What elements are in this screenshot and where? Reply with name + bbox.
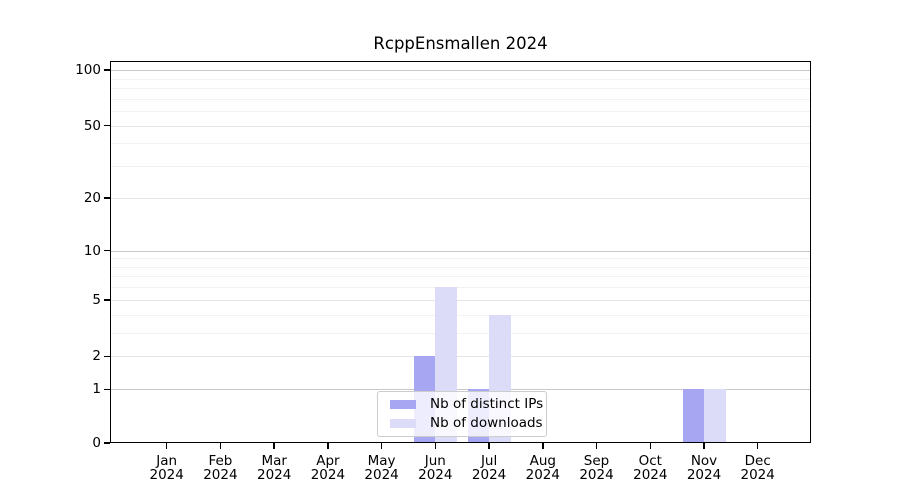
x-tick-label: May 2024 — [350, 454, 414, 482]
y-gridline — [110, 356, 811, 358]
x-tick — [380, 443, 383, 449]
y-tick-label: 0 — [92, 435, 101, 451]
bar-downloads — [704, 389, 726, 443]
x-tick — [649, 443, 652, 449]
x-tick-label: Oct 2024 — [618, 454, 682, 482]
x-tick — [219, 443, 222, 449]
chart-title: RcppEnsmallen 2024 — [373, 34, 548, 53]
x-tick-label-month: Dec — [744, 453, 771, 469]
legend-row: Nb of distinct IPs — [390, 395, 546, 412]
y-gridline — [110, 389, 811, 391]
y-gridline-minor — [110, 98, 811, 100]
x-tick-label-year: 2024 — [471, 467, 507, 483]
x-tick-label-year: 2024 — [686, 467, 722, 483]
x-tick-label-year: 2024 — [149, 467, 184, 483]
x-tick-label-year: 2024 — [525, 467, 560, 483]
y-tick — [104, 197, 110, 199]
y-tick — [104, 124, 110, 127]
x-tick-label-month: Aug — [529, 453, 556, 469]
x-tick-label: Jun 2024 — [403, 454, 467, 482]
x-tick-label: Mar 2024 — [242, 454, 306, 482]
x-tick-label-month: Nov — [690, 453, 718, 469]
y-tick-label: 1 — [92, 381, 101, 398]
x-tick-label-year: 2024 — [418, 467, 453, 483]
y-tick-label: 10 — [83, 242, 101, 259]
x-tick — [327, 443, 329, 449]
y-gridline-minor — [110, 111, 811, 112]
y-gridline — [110, 70, 811, 71]
x-tick-label-year: 2024 — [740, 467, 775, 483]
x-tick-label: Nov 2024 — [672, 454, 736, 482]
x-tick-label: Apr 2024 — [296, 454, 360, 482]
y-tick-label: 2 — [92, 348, 101, 365]
x-tick — [703, 443, 705, 449]
y-gridline-minor — [110, 78, 811, 80]
x-tick-label: Sep 2024 — [565, 454, 629, 482]
bars-layer — [110, 61, 811, 443]
gridlines-layer — [110, 61, 811, 443]
y-tick — [104, 299, 110, 301]
x-tick-label: Dec 2024 — [726, 454, 790, 482]
legend: Nb of distinct IPs Nb of downloads — [377, 391, 547, 437]
x-tick-label-year: 2024 — [364, 467, 399, 483]
x-tick-label-month: Jun — [424, 453, 446, 469]
legend-label: Nb of distinct IPs — [430, 395, 544, 412]
x-tick-label: Aug 2024 — [511, 454, 575, 482]
y-gridline-minor — [110, 314, 811, 316]
y-tick-label: 50 — [83, 117, 101, 134]
y-tick-label: 5 — [92, 291, 101, 308]
y-gridline-minor — [110, 287, 811, 289]
legend-row: Nb of downloads — [390, 416, 546, 431]
y-gridline — [110, 299, 811, 301]
x-tick — [488, 443, 490, 449]
y-tick-label: 100 — [75, 62, 101, 78]
legend-swatch-downloads — [390, 419, 416, 429]
x-tick-label: Feb 2024 — [188, 454, 252, 482]
y-tick — [104, 388, 110, 391]
y-tick — [104, 69, 110, 71]
x-tick-label-year: 2024 — [579, 467, 614, 483]
y-gridline-minor — [110, 266, 811, 268]
bar-distinct-ips — [682, 389, 704, 443]
y-gridline-minor — [110, 143, 811, 145]
x-tick-label-month: Mar — [261, 453, 287, 469]
y-gridline — [110, 250, 811, 252]
y-gridline — [110, 125, 811, 127]
y-gridline-minor — [110, 276, 811, 278]
x-tick-label-month: Jan — [156, 453, 178, 469]
y-tick-label: 20 — [83, 189, 101, 206]
y-tick — [104, 442, 110, 444]
x-tick — [756, 443, 759, 449]
x-tick-label: Jul 2024 — [457, 454, 521, 482]
plot-background — [110, 61, 811, 443]
y-tick — [104, 249, 110, 252]
x-tick — [595, 443, 598, 449]
x-tick-label: Jan 2024 — [135, 454, 199, 482]
legend-swatch-distinct-ips — [390, 399, 416, 409]
x-tick — [434, 443, 437, 449]
x-tick-label-month: Sep — [583, 453, 610, 469]
x-tick — [542, 443, 544, 449]
x-tick-label-year: 2024 — [203, 467, 238, 483]
y-gridline-minor — [110, 332, 811, 334]
y-gridline-minor — [110, 258, 811, 260]
x-tick-label-month: Feb — [208, 453, 233, 469]
y-gridline — [110, 197, 811, 199]
x-tick-label-year: 2024 — [633, 467, 668, 483]
x-tick — [273, 443, 275, 449]
y-gridline-minor — [110, 87, 811, 89]
x-tick-label-month: Apr — [316, 453, 340, 469]
x-tick-label-year: 2024 — [257, 467, 292, 483]
legend-label: Nb of downloads — [430, 415, 543, 432]
x-tick-label-month: Jul — [480, 453, 498, 469]
y-gridline-minor — [110, 166, 811, 168]
x-tick-label-month: Oct — [638, 453, 662, 469]
x-tick-label-month: May — [367, 453, 396, 469]
y-tick — [104, 355, 110, 358]
x-tick-label-year: 2024 — [310, 467, 346, 483]
x-tick — [165, 443, 168, 449]
